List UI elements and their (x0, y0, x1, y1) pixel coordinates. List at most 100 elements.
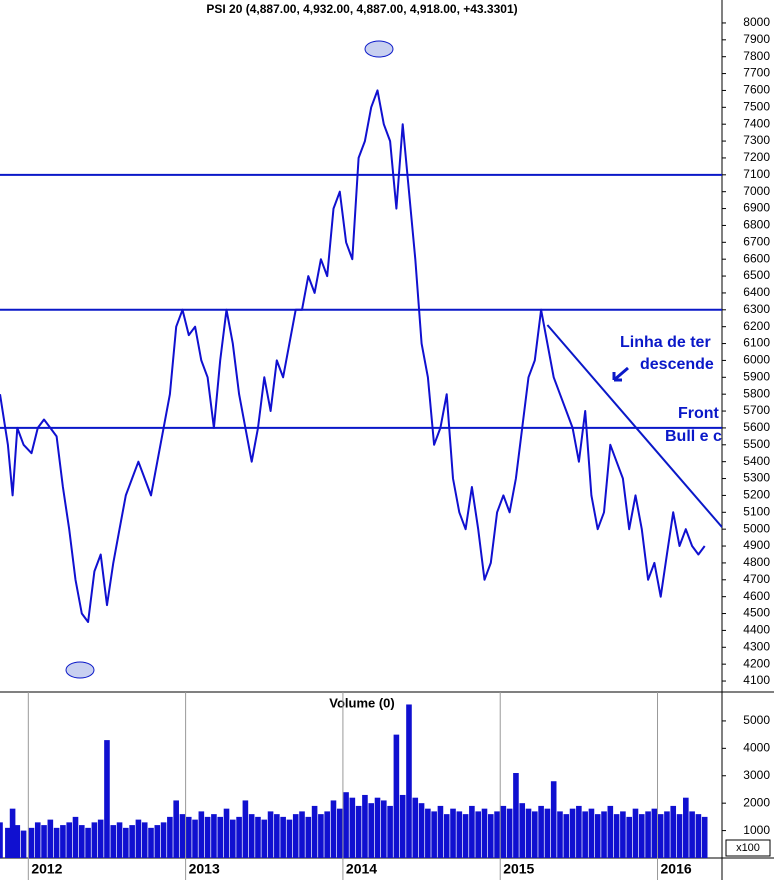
y-tick-label: 4000 (743, 741, 770, 755)
volume-bar (318, 814, 324, 858)
chart-title: PSI 20 (4,887.00, 4,932.00, 4,887.00, 4,… (206, 2, 517, 16)
volume-bar (85, 827, 91, 858)
x-tick-label: 2012 (31, 861, 62, 877)
volume-bar (657, 814, 664, 858)
bear-icon (364, 40, 394, 58)
volume-bar (588, 808, 595, 858)
volume-bar (437, 805, 444, 858)
y-tick-label: 6900 (743, 201, 770, 215)
volume-bar (343, 792, 349, 858)
y-tick-label: 6700 (743, 234, 770, 248)
y-tick-label: 5400 (743, 454, 770, 468)
volume-bar (425, 808, 431, 858)
volume-bar (487, 814, 494, 858)
volume-bar (418, 803, 425, 858)
volume-bar (513, 773, 519, 858)
y-tick-label: 4900 (743, 538, 770, 552)
x-tick-label: 2015 (503, 861, 534, 877)
volume-bar (280, 816, 286, 858)
volume-bar (494, 811, 500, 858)
volume-bar (368, 803, 375, 858)
y-tick-label: 4200 (743, 656, 770, 670)
x-tick-label: 2016 (661, 861, 692, 877)
volume-bar (532, 811, 538, 858)
volume-bar (129, 825, 135, 858)
x-tick-label: 2014 (346, 861, 377, 877)
volume-bar (60, 825, 66, 858)
volume-bar (255, 816, 261, 858)
y-tick-label: 2000 (743, 795, 770, 809)
volume-bar (336, 808, 343, 858)
volume-bar (20, 830, 27, 858)
y-tick-label: 4300 (743, 639, 770, 653)
volume-bar (607, 805, 614, 858)
y-tick-label: 5700 (743, 403, 770, 417)
y-tick-label: 5000 (743, 713, 770, 727)
y-tick-label: 7800 (743, 49, 770, 63)
annotation: descende (640, 356, 714, 373)
volume-bar (538, 805, 544, 858)
y-tick-label: 7700 (743, 66, 770, 80)
volume-bar (399, 794, 406, 858)
volume-bar (185, 816, 192, 858)
volume-bar (632, 808, 639, 858)
volume-bar (116, 822, 123, 858)
volume-bar (544, 808, 551, 858)
volume-bar (160, 822, 167, 858)
volume-bar (355, 805, 362, 858)
volume-bar (550, 781, 557, 858)
trendline (546, 324, 722, 528)
volume-bar (66, 822, 73, 858)
volume-bar (211, 814, 217, 858)
volume-bar (261, 819, 268, 858)
volume-bar (104, 740, 110, 858)
volume-bar (330, 800, 337, 858)
annotation: Linha de ter (620, 334, 711, 351)
unit-label: x100 (736, 842, 760, 854)
y-tick-label: 6200 (743, 319, 770, 333)
volume-bar (5, 827, 11, 858)
volume-bar (557, 811, 563, 858)
volume-bar (311, 805, 318, 858)
y-tick-label: 6000 (743, 353, 770, 367)
y-tick-label: 4500 (743, 606, 770, 620)
y-tick-label: 7900 (743, 32, 770, 46)
volume-bar (135, 819, 142, 858)
volume-bar (701, 816, 708, 858)
volume-bar (563, 814, 570, 858)
volume-bar (475, 811, 481, 858)
volume-bar (362, 794, 368, 858)
volume-bar (689, 811, 695, 858)
price-plot: Linha de ter descende Front Bull e c (0, 40, 722, 679)
unit-box (725, 839, 771, 857)
volume-bar (217, 816, 224, 858)
y-tick-label: 5800 (743, 386, 770, 400)
volume-bar (198, 811, 205, 858)
volume-bar (613, 814, 620, 858)
volume-plot (0, 704, 708, 858)
y-tick-label: 4100 (743, 673, 770, 687)
volume-bar (141, 822, 148, 858)
volume-bar (450, 808, 456, 858)
volume-bar (248, 814, 255, 858)
volume-bar (110, 825, 117, 858)
y-tick-label: 7300 (743, 133, 770, 147)
volume-bar (72, 816, 79, 858)
volume-bar (236, 816, 242, 858)
volume-bar (443, 814, 450, 858)
x-tick-label: 2013 (189, 861, 220, 877)
y-tick-label: 8000 (743, 15, 770, 29)
y-tick-label: 4700 (743, 572, 770, 586)
volume-bar (34, 822, 41, 858)
volume-bar (381, 800, 387, 858)
y-tick-label: 4400 (743, 623, 770, 637)
y-tick-label: 6500 (743, 268, 770, 282)
y-tick-label: 6300 (743, 302, 770, 316)
y-tick-label: 6800 (743, 218, 770, 232)
y-tick-label: 6600 (743, 251, 770, 265)
volume-bar (638, 814, 645, 858)
volume-bar (230, 819, 236, 858)
volume-bar (462, 814, 469, 858)
volume-bar (78, 825, 85, 858)
